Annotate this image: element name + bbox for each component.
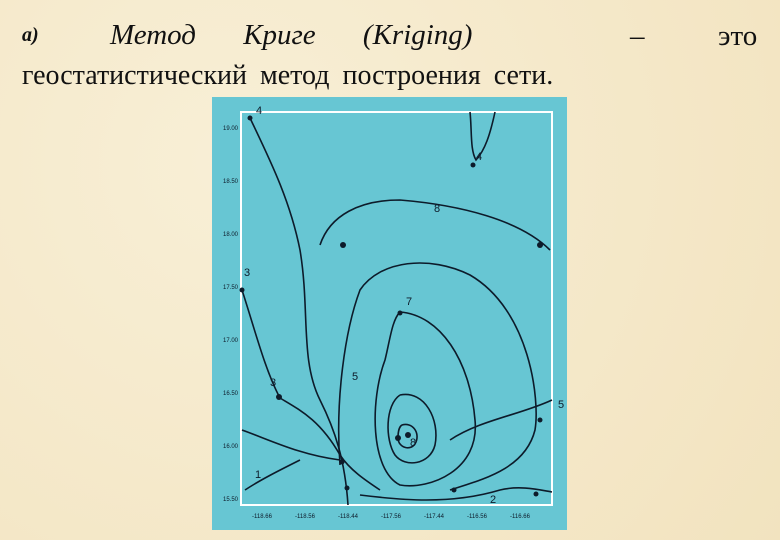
y-tick-label: 16.50 [223,391,239,397]
x-tick-label: -117.56 [381,514,402,520]
contour-label: 8 [434,203,440,215]
word: это [718,20,758,52]
contour-label: 3 [244,267,250,279]
y-tick-label: 17.00 [223,338,239,344]
x-tick-label: -117.44 [424,514,445,520]
contour-label: 2 [490,494,496,506]
contour-label: 3 [270,377,276,389]
contour-label: 5 [558,399,564,411]
x-tick-label: -116.66 [510,514,531,520]
term: Метод Криге (Kriging) [110,19,473,51]
contour-label: 4 [256,105,262,117]
x-tick-label: -118.66 [252,514,273,520]
contour-label: 5 [352,371,358,383]
y-tick-label: 17.50 [223,285,239,291]
y-tick-label: 18.50 [223,179,239,185]
y-tick-label: 18.00 [223,232,239,238]
data-points [239,115,543,497]
x-tick-label: -116.56 [467,514,488,520]
map-background [212,97,567,530]
x-tick-label: -118.56 [295,514,316,520]
plot-frame [240,111,553,506]
contour-label: 8 [410,437,416,449]
y-tick-label: 16.00 [223,444,239,450]
contour-label: 1 [255,469,261,481]
y-tick-label: 15.50 [223,497,239,503]
contour-label: 7 [406,296,412,308]
x-tick-label: -118.44 [338,514,359,520]
definition: геостатистический метод построения сети. [22,60,554,91]
y-tick-label: 19.00 [223,126,239,132]
marker: а) [22,24,39,46]
dash: – [630,20,645,52]
contour-label: 4 [476,151,482,163]
contours [241,111,553,506]
